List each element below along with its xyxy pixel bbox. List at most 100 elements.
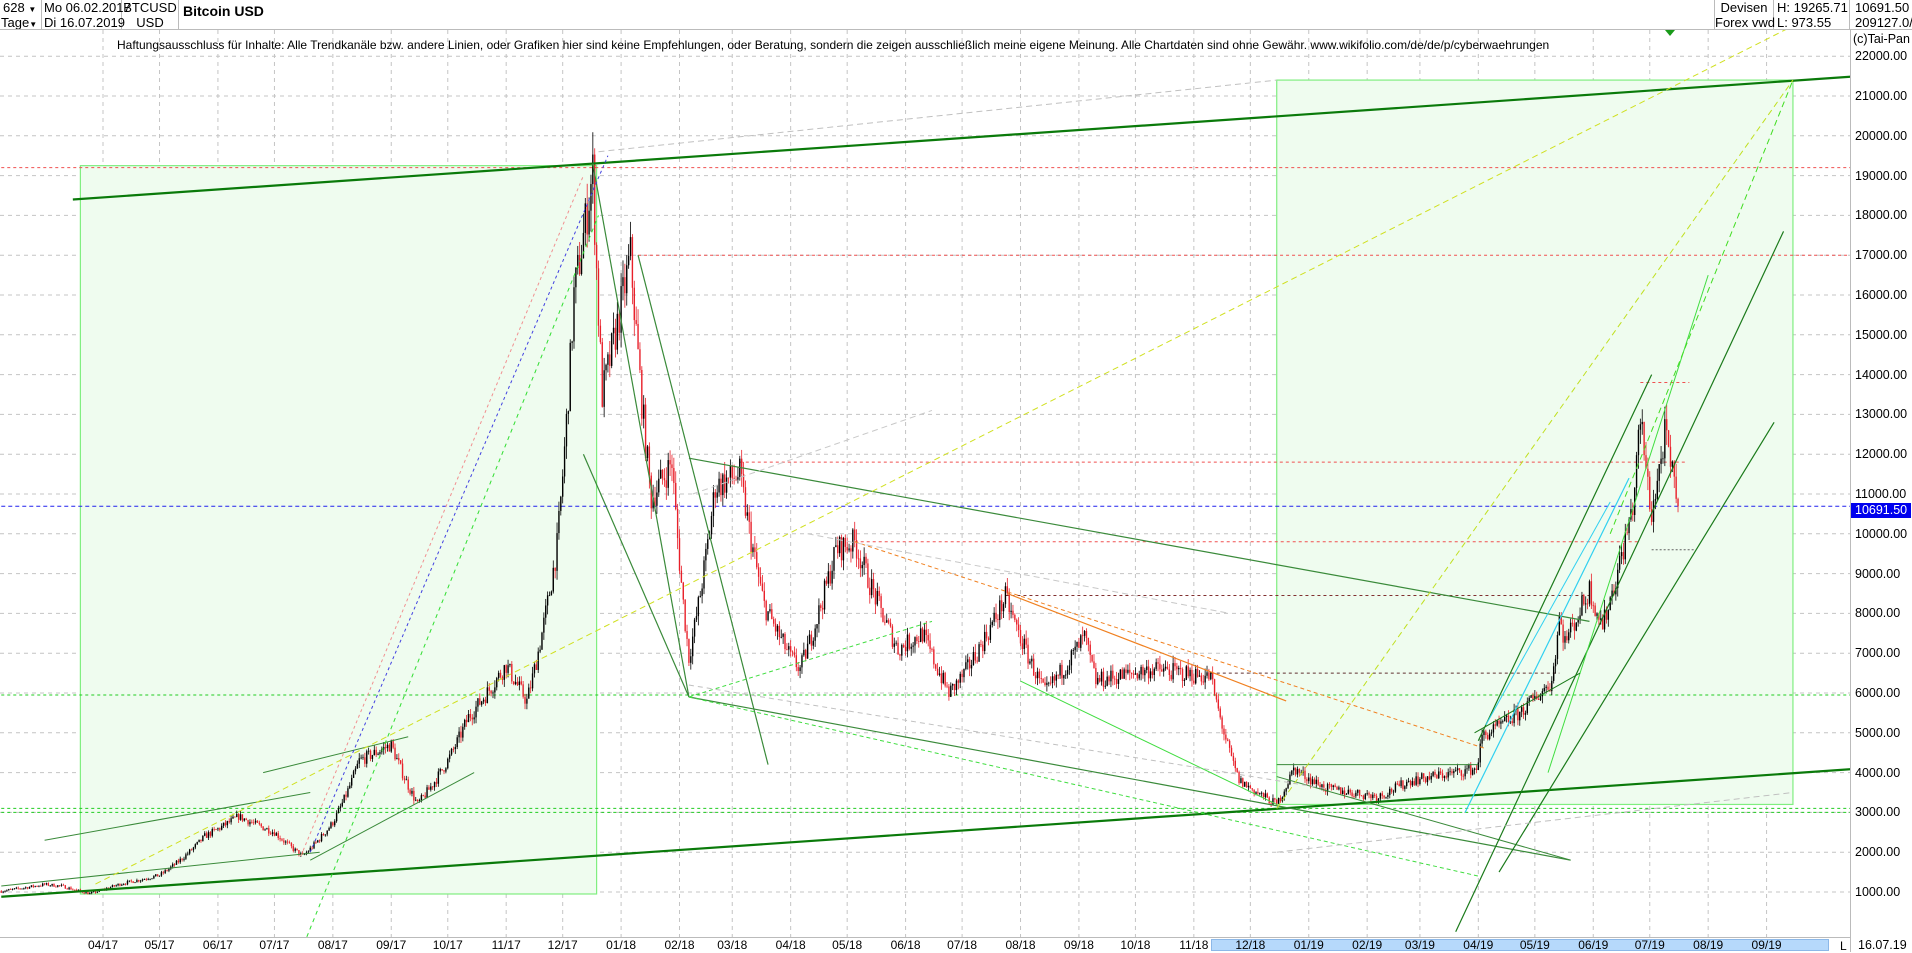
candle-body — [893, 643, 895, 647]
candle-body — [207, 832, 210, 838]
candle-body — [452, 748, 455, 750]
candle-body — [756, 552, 758, 568]
candle-body — [1635, 455, 1638, 488]
candle-body — [298, 850, 300, 856]
candle-body — [1650, 509, 1653, 522]
candle-body — [578, 254, 581, 275]
candle-body — [318, 840, 321, 842]
candle-body — [1110, 670, 1112, 682]
candle-body — [4, 891, 6, 892]
candle-body — [821, 607, 824, 610]
candle-body — [1347, 789, 1350, 794]
candle-body — [1517, 709, 1519, 721]
candle-body — [162, 872, 164, 874]
candle-body — [503, 665, 505, 680]
candle-body — [1366, 793, 1368, 795]
candle-body — [904, 647, 907, 652]
candle-body — [1051, 676, 1054, 684]
candle-body — [68, 887, 70, 890]
price-tick-label: 3000.00 — [1855, 805, 1901, 820]
candle-body — [837, 545, 839, 554]
candle-body — [155, 874, 157, 877]
candle-body — [1070, 650, 1073, 666]
price-chart[interactable] — [0, 0, 1850, 937]
candle-body — [1323, 784, 1325, 791]
candle-body — [805, 649, 807, 659]
candle-body — [160, 872, 163, 876]
candle-body — [1667, 430, 1670, 447]
price-tick-label: 16000.00 — [1855, 288, 1908, 302]
candle-body — [1637, 429, 1640, 456]
candle-body — [311, 847, 313, 849]
candle-body — [1351, 792, 1353, 796]
candle-body — [1023, 638, 1025, 650]
candle-body — [1377, 798, 1380, 801]
trend-line — [688, 696, 1571, 861]
candle-body — [462, 726, 464, 738]
candle-body — [185, 854, 187, 859]
candle-body — [1119, 669, 1122, 680]
candle-body — [1042, 678, 1044, 683]
candle-body — [394, 747, 396, 760]
candle-body — [1424, 778, 1427, 783]
candle-body — [1121, 669, 1123, 679]
candle-body — [876, 590, 879, 605]
candle-body — [38, 885, 40, 887]
candle-body — [1074, 646, 1076, 651]
candle-body — [1272, 798, 1274, 805]
candle-body — [1066, 669, 1069, 675]
time-tick-label: 10/17 — [432, 938, 463, 952]
time-axis[interactable] — [0, 937, 1850, 953]
candle-body — [1481, 735, 1483, 744]
candle-body — [1357, 789, 1359, 793]
candle-body — [1660, 458, 1662, 465]
candle-body — [548, 595, 551, 597]
candle-body — [889, 622, 892, 627]
candle-body — [620, 286, 622, 333]
candle-body — [788, 646, 790, 650]
symbol-box[interactable]: BTCUSD USD — [122, 0, 179, 30]
bar-count-select[interactable]: 628 ▼ — [3, 0, 36, 15]
date-range-box[interactable]: Mo 06.02.2017 Di 16.07.2019 — [42, 0, 131, 30]
date-from[interactable]: Mo 06.02.2017 — [44, 0, 131, 15]
candle-body — [1049, 682, 1052, 684]
candle-body — [1232, 756, 1235, 761]
candle-body — [1626, 532, 1628, 534]
candle-body — [556, 533, 558, 571]
candle-body — [275, 833, 278, 836]
candle-body — [1492, 724, 1495, 733]
candle-body — [1245, 781, 1248, 788]
candle-body — [1526, 701, 1529, 714]
visible-range-band[interactable] — [1211, 939, 1829, 951]
range-marker[interactable]: L — [1840, 939, 1847, 953]
candle-body — [976, 660, 978, 662]
candle-body — [1605, 609, 1608, 620]
candle-body — [1594, 605, 1596, 616]
period-select[interactable]: Tage▼ — [1, 15, 37, 30]
trend-line — [1464, 477, 1630, 813]
candle-body — [1389, 788, 1391, 796]
candle-body — [469, 713, 472, 718]
trend-line — [1020, 680, 1277, 805]
candle-body — [524, 696, 526, 704]
candle-body — [803, 649, 805, 656]
currency: USD — [136, 15, 164, 30]
candle-body — [441, 769, 443, 771]
candle-body — [577, 254, 579, 268]
candle-body — [1607, 610, 1610, 620]
candle-body — [1372, 794, 1374, 799]
candle-body — [774, 623, 777, 632]
date-to[interactable]: Di 16.07.2019 — [44, 15, 125, 30]
candle-body — [588, 210, 590, 235]
price-axis[interactable] — [1850, 30, 1912, 952]
candle-body — [1520, 707, 1523, 712]
low-value: L: 973.55 — [1777, 15, 1832, 30]
candle-body — [175, 860, 178, 865]
candle-body — [1421, 773, 1423, 779]
candle-body — [124, 884, 127, 885]
bar-count-box[interactable]: 628 ▼ Tage▼ — [0, 0, 42, 30]
candles — [0, 132, 1679, 895]
candle-body — [1581, 595, 1583, 616]
candle-body — [725, 477, 728, 493]
trend-line — [688, 620, 933, 698]
